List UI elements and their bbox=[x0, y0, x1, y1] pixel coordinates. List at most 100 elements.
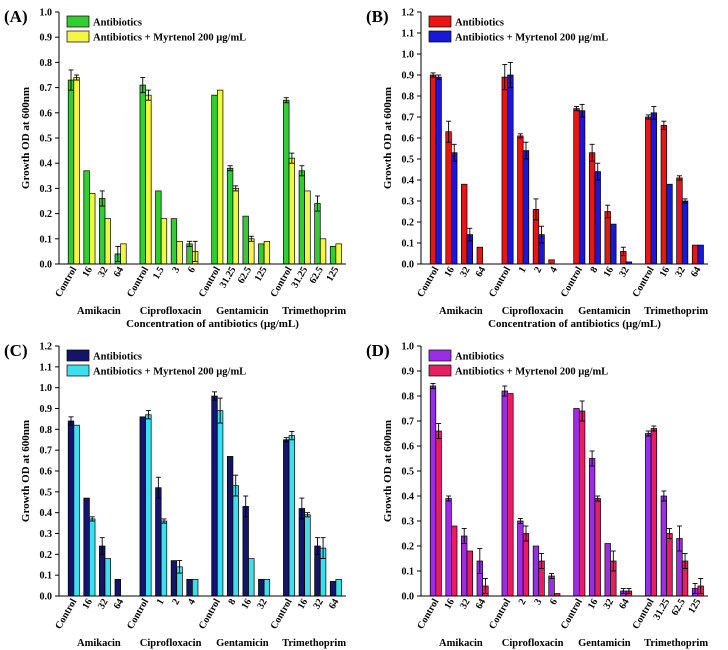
y-tick-label: 0.5 bbox=[40, 487, 53, 498]
x-tick-label: 62.5 bbox=[236, 265, 254, 286]
legend-label: Antibiotics bbox=[455, 18, 504, 29]
legend: Antibiotics Antibiotics + Myrtenol 200 µg… bbox=[66, 15, 246, 44]
chart-panel-b: (B) 0.0 0.1 0.2 0.3 0.4 0.5 0.6 0.7 0.8 0.9 1.0 1.1 1… bbox=[366, 7, 708, 330]
bar-myrtenol bbox=[650, 428, 658, 597]
bar-myrtenol bbox=[263, 578, 271, 597]
y-tick-label: 0.7 bbox=[40, 83, 53, 94]
x-tick-label: 125 bbox=[324, 265, 341, 283]
y-tick-label: 1.2 bbox=[40, 342, 53, 353]
bar-antibiotics bbox=[226, 456, 234, 597]
bar-myrtenol bbox=[435, 76, 442, 265]
bar-myrtenol bbox=[666, 183, 673, 265]
y-tick-label: 0.9 bbox=[402, 71, 415, 82]
x-tick-label: 32 bbox=[96, 597, 111, 611]
legend-swatch bbox=[66, 30, 90, 43]
bar-antibiotics bbox=[298, 508, 306, 597]
x-tick-label: Control bbox=[487, 265, 513, 299]
bar-antibiotics bbox=[476, 246, 483, 265]
x-tick-label: 1 bbox=[517, 265, 529, 275]
x-tick-label: 31.25 bbox=[218, 265, 239, 290]
x-tick-label: Control bbox=[487, 597, 513, 631]
x-tick-label: 16 bbox=[658, 265, 673, 279]
bar-myrtenol bbox=[120, 243, 127, 265]
bar-antibiotics bbox=[645, 433, 652, 597]
x-tick-label: 6 bbox=[548, 597, 560, 607]
y-tick-label: 0.1 bbox=[402, 567, 415, 578]
x-tick-label: 16 bbox=[296, 597, 311, 611]
bar-antibiotics bbox=[155, 190, 162, 265]
bar-antibiotics bbox=[67, 420, 75, 597]
x-tick-label: 32 bbox=[96, 265, 111, 279]
x-tick-label: 16 bbox=[586, 597, 601, 611]
x-tick-label: Control bbox=[53, 265, 79, 299]
legend-label: Antibiotics + Myrtenol 200 µg/mL bbox=[93, 367, 246, 378]
y-tick-label: 0.5 bbox=[402, 155, 415, 166]
bar-antibiotics bbox=[170, 218, 178, 265]
bar-myrtenol bbox=[263, 240, 271, 265]
x-tick-label: Control bbox=[125, 265, 151, 299]
y-tick-label: 0.7 bbox=[40, 446, 53, 457]
bar-antibiotics bbox=[242, 215, 249, 265]
panel-label: (C) bbox=[4, 341, 28, 360]
bar-antibiotics bbox=[211, 94, 218, 265]
x-tick-label: 64 bbox=[112, 597, 127, 611]
x-tick-label: Control bbox=[631, 265, 657, 299]
group-label: Gentamicin bbox=[578, 306, 631, 317]
bar-myrtenol bbox=[578, 410, 586, 597]
bar-myrtenol bbox=[304, 514, 311, 597]
legend-swatch bbox=[428, 349, 452, 362]
x-tick-label: Control bbox=[415, 265, 441, 299]
bar-myrtenol bbox=[451, 152, 458, 265]
x-tick-label: 2 bbox=[532, 265, 544, 275]
chart-panel-a: (A) 0.0 0.1 0.2 0.3 0.4 0.5 0.6 0.7 0.8 0.9 1.0 Grow… bbox=[4, 7, 346, 330]
y-tick-label: 1.2 bbox=[402, 8, 415, 19]
y-tick-label: 0.1 bbox=[40, 234, 53, 245]
bar-myrtenol bbox=[594, 171, 601, 265]
x-tick-label: Control bbox=[559, 265, 585, 299]
bar-antibiotics bbox=[532, 545, 540, 597]
x-axis-label: Concentration of antibiotics (µg/mL) bbox=[126, 318, 299, 330]
y-tick-label: 0.8 bbox=[40, 58, 53, 69]
legend-swatch bbox=[428, 15, 452, 28]
bar-myrtenol bbox=[610, 223, 617, 265]
bar-antibiotics bbox=[329, 246, 337, 265]
bar-myrtenol bbox=[73, 77, 80, 265]
bar-antibiotics bbox=[517, 135, 524, 265]
bar-antibiotics bbox=[660, 125, 668, 265]
bar-antibiotics bbox=[660, 495, 668, 597]
bar-myrtenol bbox=[232, 485, 239, 597]
bar-antibiotics bbox=[573, 408, 580, 597]
y-tick-label: 0.8 bbox=[40, 425, 53, 436]
y-tick-label: 1.0 bbox=[40, 383, 53, 394]
bar-myrtenol bbox=[160, 520, 168, 597]
y-tick-label: 0.8 bbox=[402, 392, 415, 403]
group-label: Amikacin bbox=[77, 306, 121, 317]
y-tick-label: 1.0 bbox=[402, 50, 415, 61]
bar-antibiotics bbox=[139, 84, 146, 265]
bar-myrtenol bbox=[304, 190, 311, 265]
bar-antibiotics bbox=[645, 116, 652, 265]
y-tick-label: 0.0 bbox=[402, 592, 415, 603]
bar-antibiotics bbox=[186, 578, 193, 597]
y-tick-label: 0.7 bbox=[402, 417, 415, 428]
bar-myrtenol bbox=[594, 498, 601, 597]
legend: Antibiotics Antibiotics + Myrtenol 200 µg… bbox=[66, 349, 246, 378]
x-tick-label: 16 bbox=[442, 597, 457, 611]
legend-label: Antibiotics bbox=[455, 352, 504, 363]
y-axis-label: Growth OD at 600nm bbox=[382, 420, 394, 522]
x-tick-label: 4 bbox=[186, 597, 198, 607]
bar-antibiotics bbox=[588, 152, 596, 265]
bar-myrtenol bbox=[335, 578, 342, 597]
legend-label: Antibiotics + Myrtenol 200 µg/mL bbox=[93, 33, 246, 44]
group-label: Gentamicin bbox=[216, 306, 269, 317]
bar-antibiotics bbox=[83, 170, 90, 265]
y-tick-label: 0.3 bbox=[402, 517, 415, 528]
bar-myrtenol bbox=[216, 410, 224, 597]
bar-myrtenol bbox=[192, 578, 199, 597]
y-tick-label: 0.0 bbox=[402, 260, 415, 271]
x-tick-label: 31.25 bbox=[289, 265, 310, 290]
bar-antibiotics bbox=[429, 385, 437, 597]
bar-antibiotics bbox=[517, 520, 524, 597]
bar-myrtenol bbox=[522, 533, 530, 597]
